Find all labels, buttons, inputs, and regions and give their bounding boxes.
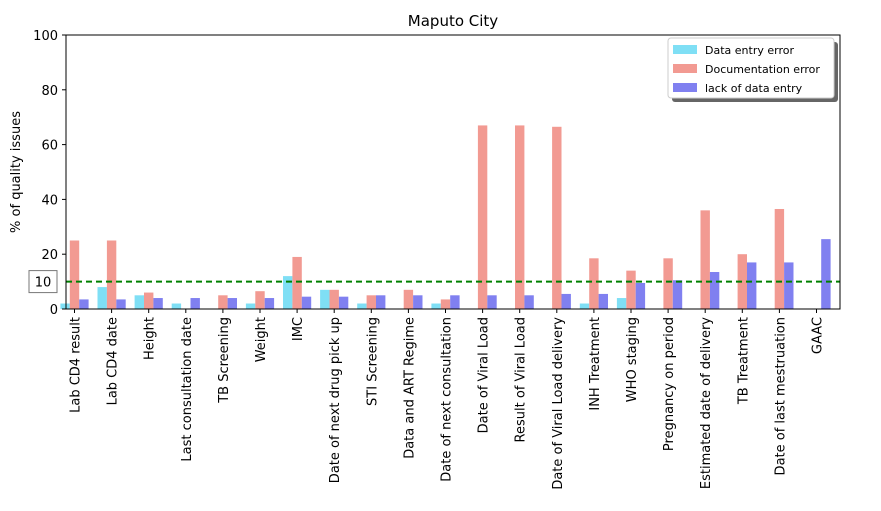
bar-data-entry-error (579, 303, 590, 309)
bar-documentation-error (366, 295, 376, 309)
x-tick-label: Result of Viral Load (514, 317, 529, 442)
bar-documentation-error (737, 254, 747, 309)
x-tick-label: WHO staging (625, 317, 640, 402)
x-tick-label: INH Treatment (588, 317, 603, 411)
bar-data-entry-error (431, 303, 441, 309)
x-tick-label: TB Treatment (736, 317, 751, 405)
legend-label: Documentation error (705, 63, 820, 76)
bar-documentation-error (255, 291, 265, 309)
y-tick-label: 80 (41, 84, 58, 99)
legend: Data entry error Documentation error lack … (667, 37, 838, 102)
bar-lack-of-data-entry (709, 272, 720, 309)
bar-documentation-error (700, 210, 710, 309)
bar-documentation-error (292, 256, 302, 309)
legend-label: lack of data entry (705, 82, 803, 95)
x-axis: Lab CD4 result Lab CD4 date Height Last con… (69, 309, 826, 490)
x-tick-label: Weight (254, 317, 269, 362)
x-tick-label: Pregnancy on period (662, 317, 677, 451)
bar-lack-of-data-entry (672, 280, 683, 309)
bar-lack-of-data-entry (784, 262, 794, 309)
x-tick-label: Date of next consultation (440, 317, 455, 482)
bar-lack-of-data-entry (598, 293, 608, 309)
x-tick-label: Date of last mestruation (773, 317, 788, 475)
y-tick-label: 100 (33, 29, 58, 44)
bar-documentation-error (626, 270, 636, 309)
y-axis: 0 20 40 60 80 100 (33, 29, 66, 318)
legend-swatch (673, 83, 697, 92)
bar-documentation-error (589, 258, 599, 309)
x-tick-label: Height (143, 317, 158, 360)
x-tick-label: IMC (291, 317, 306, 341)
bar-documentation-error (552, 126, 562, 309)
legend-swatch (673, 64, 697, 73)
bar-data-entry-error (616, 298, 627, 309)
bar-lack-of-data-entry (635, 282, 646, 309)
reference-line-layer: 10 (28, 270, 840, 294)
plot-frame (65, 34, 841, 310)
chart-title: Maputo City (408, 12, 499, 30)
bar-documentation-error (106, 240, 117, 309)
bar-lack-of-data-entry (264, 298, 275, 309)
x-tick-label: Last consultation date (180, 317, 195, 462)
x-tick-label: Lab CD4 result (69, 317, 84, 413)
x-tick-label: Date of Viral Load delivery (551, 317, 566, 490)
bar-data-entry-error (357, 303, 367, 309)
bar-documentation-error (144, 292, 154, 309)
bar-data-entry-error (245, 303, 256, 309)
bar-lack-of-data-entry (450, 295, 460, 309)
bar-documentation-error (515, 125, 525, 309)
bar-lack-of-data-entry (79, 299, 89, 309)
bar-data-entry-error (134, 295, 144, 309)
bar-documentation-error (69, 240, 80, 309)
reference-line-label-box (28, 270, 58, 294)
bar-lack-of-data-entry (413, 295, 423, 309)
x-tick-label: Data and ART Regime (402, 317, 417, 459)
bar-lack-of-data-entry (747, 262, 757, 309)
bar-lack-of-data-entry (524, 295, 534, 309)
bar-lack-of-data-entry (190, 298, 200, 309)
bar-documentation-error (329, 289, 339, 309)
bar-lack-of-data-entry (376, 295, 386, 309)
y-tick-label: 20 (41, 248, 58, 263)
bar-lack-of-data-entry (227, 298, 237, 309)
legend-swatch (673, 45, 697, 54)
bar-documentation-error (663, 258, 673, 309)
x-tick-label: STI Screening (365, 317, 380, 406)
bar-lack-of-data-entry (487, 295, 497, 309)
x-tick-label: Date of next drug pick up (328, 317, 343, 483)
x-tick-label: Lab CD4 date (106, 317, 121, 405)
x-tick-label: Estimated date of delivery (699, 317, 714, 489)
legend-label: Data entry error (705, 44, 794, 57)
y-tick-label: 0 (50, 303, 58, 318)
bar-data-entry-error (320, 289, 330, 309)
bar-data-entry-error (97, 287, 107, 309)
bar-lack-of-data-entry (301, 296, 312, 309)
bar-data-entry-error (171, 303, 182, 309)
reference-line-label: 10 (35, 276, 52, 291)
bars-layer (60, 125, 831, 309)
y-tick-label: 40 (41, 193, 58, 208)
x-tick-label: Date of Viral Load (477, 317, 492, 433)
x-tick-label: GAAC (811, 317, 826, 354)
bar-documentation-error (477, 125, 488, 309)
y-tick-label: 60 (41, 139, 58, 154)
bar-documentation-error (774, 208, 785, 309)
bar-data-entry-error (283, 276, 293, 309)
bar-lack-of-data-entry (561, 293, 571, 309)
legend-box (667, 37, 835, 99)
bar-lack-of-data-entry (116, 299, 126, 309)
bar-documentation-error (403, 289, 414, 309)
bar-lack-of-data-entry (821, 239, 831, 309)
bar-data-entry-error (60, 303, 70, 309)
y-axis-label: % of quality issues (9, 111, 24, 233)
bar-lack-of-data-entry (338, 296, 349, 309)
bar-documentation-error (218, 295, 228, 309)
bar-lack-of-data-entry (153, 298, 163, 309)
x-tick-label: TB Screening (217, 317, 232, 404)
bar-documentation-error (440, 299, 451, 309)
